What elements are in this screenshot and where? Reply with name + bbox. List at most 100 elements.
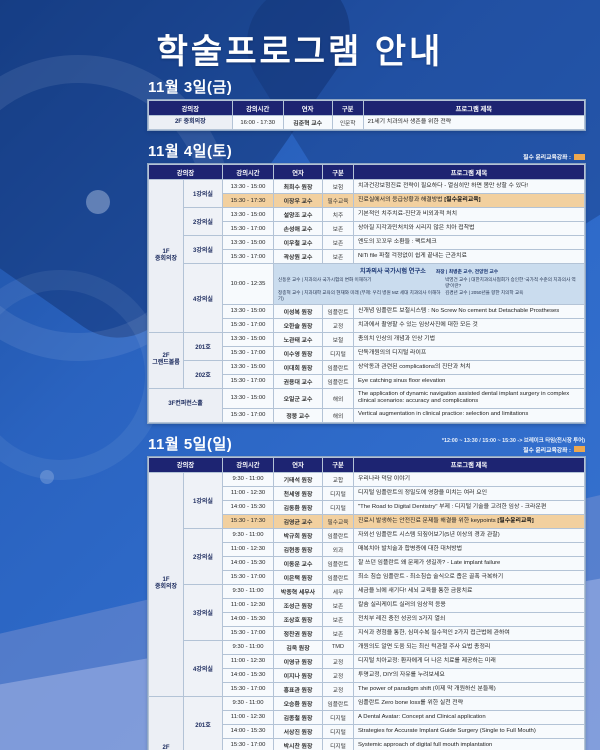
- table-header-row: 강의장 강의시간 연자 구분 프로그램 제목: [148, 164, 585, 181]
- header-category: 구분: [322, 456, 354, 473]
- speaker-cell: 이장우 교수: [273, 193, 323, 209]
- break-time-note: *12:00 ~ 13:30 / 15:00 ~ 15:30 -> 브레이크 타…: [441, 437, 585, 444]
- speaker-cell: 조성근 원장: [273, 597, 323, 613]
- header-title: 프로그램 제목: [353, 456, 585, 473]
- room-cell: 1강의실: [183, 471, 223, 529]
- program-title-cell: 치과건강보험진료 전략이 필요하다 - 열심히만 하면 몸만 상할 수 있다!: [353, 179, 585, 195]
- category-cell: 임플란트: [322, 695, 354, 711]
- table-row: 14:00 - 15:30 이동운 교수 임플란트 잘 쓰던 임플란트 왜 문제가 생…: [149, 555, 585, 571]
- program-title-cell: Vertical augmentation in clinical practi…: [353, 407, 585, 423]
- room-cell: 3강의실: [183, 235, 223, 265]
- speaker-cell: 김동환 원장: [273, 499, 323, 515]
- program-title-cell: 우리나라 덕담 이야기: [353, 471, 585, 487]
- table-row: 15:30 - 17:00 정붕 교수 해외 Vertical augmentatio…: [149, 407, 585, 423]
- program-title-cell: 단독개원의의 디지털 라이프: [353, 345, 585, 361]
- time-cell: 13:30 - 15:00: [222, 235, 274, 251]
- category-cell: 임플란트: [322, 527, 354, 543]
- section-heading-day2: 11월 4일(토): [148, 143, 233, 161]
- time-cell: 16:00 - 17:30: [231, 115, 284, 131]
- category-cell: 해외: [322, 387, 354, 409]
- table-row: 14:00 - 15:30 조상호 원장 보존 전치부 레진 충전 성공의 3가지 열…: [149, 611, 585, 627]
- required-ethics-legend: 필수 윤리교육강좌 :: [523, 152, 585, 161]
- category-cell: 디지털: [322, 499, 354, 515]
- speaker-cell: 곽상원 교수: [273, 249, 323, 265]
- category-cell: 교정: [322, 681, 354, 697]
- category-cell: 외과: [322, 541, 354, 557]
- room-cell: 2강의실: [183, 207, 223, 237]
- table-row: 2강의실 13:30 - 15:00 설양조 교수 치주 기본적인 치주치료-진단과 비…: [149, 207, 585, 237]
- category-cell: 디지털: [322, 723, 354, 739]
- speaker-cell: 김영균 교수: [273, 513, 323, 529]
- program-title-cell: 엔도의 꼬꼬무 소환들 : 팩트체크: [353, 235, 585, 251]
- program-title-cell: Eye catching sinus floor elevation: [353, 373, 585, 389]
- section-day1: 11월 3일(금) 강의장 강의시간 연자 구분 프로그램 제목 2F 중회의장 16:00…: [148, 76, 586, 131]
- category-cell: 임플란트: [322, 569, 354, 585]
- category-cell: 디지털: [322, 709, 354, 725]
- section-day3-notes: *12:00 ~ 13:30 / 15:00 ~ 15:30 -> 브레이크 타…: [442, 436, 585, 454]
- header-title: 프로그램 제목: [353, 164, 585, 181]
- section-heading-day3: 11월 5일(일): [148, 435, 233, 453]
- category-cell: 보존: [322, 235, 354, 251]
- time-cell: 15:30 - 17:00: [222, 625, 274, 641]
- speaker-cell: 김현종 원장: [273, 541, 323, 557]
- speaker-cell: 정찬권 원장: [273, 625, 323, 641]
- speaker-cell: 기태석 원장: [273, 471, 323, 487]
- section-day2-header: 11월 4일(토) 필수 윤리교육강좌 :: [148, 140, 585, 161]
- category-cell: 보존: [322, 249, 354, 265]
- speaker-cell: 김욱 원장: [273, 639, 323, 655]
- header-category: 구분: [322, 164, 354, 181]
- time-cell: 14:00 - 15:30: [222, 555, 274, 571]
- program-title-cell: 디지털 임플란트의 정밀도에 영향을 미치는 여러 요인: [353, 485, 585, 501]
- table-row: 15:30 - 17:30 김영균 교수 필수교육 진료시 발생하는 안전진료 문제들…: [149, 513, 585, 529]
- program-title-cell: A Dental Avatar: Concept and Clinical ap…: [353, 709, 585, 725]
- page-title: 학술프로그램 안내: [156, 33, 444, 71]
- time-cell: 13:30 - 15:00: [222, 207, 274, 223]
- section-day3-header: 11월 5일(일) *12:00 ~ 13:30 / 15:00 ~ 15:30…: [148, 433, 585, 454]
- table-row: 15:30 - 17:00 이은택 원장 임플란트 최소 침습 임플란트 - 최소침습…: [149, 569, 585, 585]
- program-title-cell: 총의치 인상의 개념과 인상 기법: [353, 331, 585, 347]
- venue-cell: 1F 중회의장: [148, 471, 184, 697]
- category-cell: TMD: [322, 639, 354, 655]
- room-cell: 202호: [183, 359, 223, 389]
- time-cell: 13:30 - 15:00: [222, 331, 274, 347]
- dot-decoration: [40, 470, 54, 484]
- dot-decoration: [86, 190, 110, 214]
- speaker-cell: 이수영 원장: [273, 345, 323, 361]
- time-cell: 11:00 - 12:30: [222, 653, 274, 669]
- time-cell: 14:00 - 15:30: [222, 499, 274, 515]
- swirl-circle-decoration: [0, 270, 165, 480]
- time-cell: 11:00 - 12:30: [222, 709, 274, 725]
- category-cell: 보존: [322, 611, 354, 627]
- category-cell: 필수교육: [322, 513, 354, 529]
- category-cell: 디지털: [322, 737, 354, 750]
- category-cell: 임플란트: [322, 373, 354, 389]
- header-time: 강의시간: [222, 456, 274, 473]
- header-venue: 강의장: [148, 164, 223, 181]
- category-cell: 보존: [322, 625, 354, 641]
- required-ethics-legend: 필수 윤리교육강좌 :: [523, 445, 585, 454]
- category-cell: 임플란트: [322, 555, 354, 571]
- room-cell: 4강의실: [183, 639, 223, 697]
- speaker-cell: 이지나 원장: [273, 667, 323, 683]
- program-title-cell: 매복치아 발치술과 합병증에 대한 대처방법: [353, 541, 585, 557]
- category-cell: 디지털: [322, 485, 354, 501]
- table-header-row: 강의장 강의시간 연자 구분 프로그램 제목: [148, 99, 586, 117]
- category-cell: 교정: [322, 667, 354, 683]
- header-time: 강의시간: [231, 99, 284, 117]
- speaker-cell: 손성애 교수: [273, 221, 323, 237]
- speaker-cell: 오승환 원장: [273, 695, 323, 711]
- legend-orange-swatch: [574, 153, 585, 160]
- time-cell: 9:30 - 11:00: [222, 695, 274, 711]
- time-cell: 15:30 - 17:00: [222, 569, 274, 585]
- venue-cell: 2F 중회의장: [148, 115, 233, 131]
- special-session-cell: 치과의사 국가시험 연구소 좌장 | 최병춘 교수, 전양현 교수 신동훈 교수 |…: [273, 263, 585, 305]
- program-title-cell: 개원의도 알면 도움 되는 최신 턱관절 주사 요법 총정리: [353, 639, 585, 655]
- time-cell: 11:00 - 12:30: [222, 485, 274, 501]
- program-title-cell: Strategies for Accurate Implant Guide Su…: [353, 723, 585, 739]
- program-title-cell: 상아질 지각과민처치와 시리지 않은 치아 접착법: [353, 221, 585, 237]
- time-cell: 13:30 - 15:00: [222, 303, 274, 319]
- table-row: 1F 중회의장 1강의실 13:30 - 15:00 최희수 원장 보험 치과건강보험진료 …: [148, 179, 585, 333]
